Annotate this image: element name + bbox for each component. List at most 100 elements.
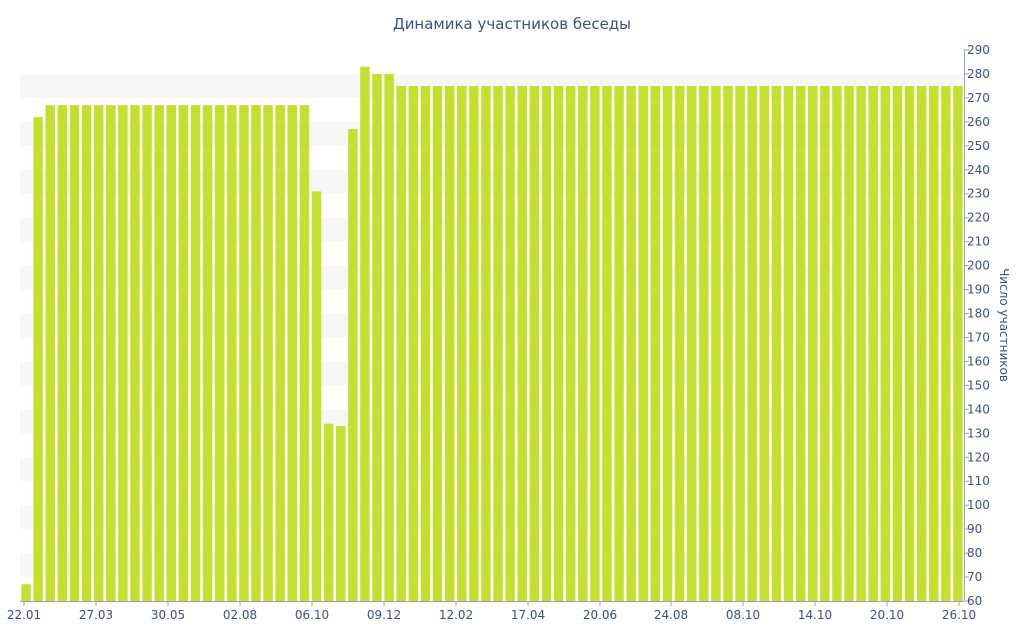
bar[interactable] xyxy=(420,85,431,602)
bar[interactable] xyxy=(505,85,515,602)
bar[interactable] xyxy=(565,85,576,602)
y-tick-label: 140 xyxy=(967,402,990,416)
bar[interactable] xyxy=(844,85,854,602)
bar[interactable] xyxy=(880,85,891,602)
bar[interactable] xyxy=(808,85,818,602)
bar[interactable] xyxy=(130,105,140,601)
x-tick-label: 09.12 xyxy=(367,608,401,622)
bar[interactable] xyxy=(795,85,806,602)
bar[interactable] xyxy=(614,85,624,602)
bar[interactable] xyxy=(69,105,80,601)
bar[interactable] xyxy=(650,85,661,602)
bar[interactable] xyxy=(832,85,842,602)
bar[interactable] xyxy=(251,105,261,601)
bar[interactable] xyxy=(771,85,782,602)
bar[interactable] xyxy=(856,85,866,602)
y-tick-label: 90 xyxy=(967,522,982,536)
bar[interactable] xyxy=(783,85,794,602)
bar[interactable] xyxy=(154,105,164,601)
bar[interactable] xyxy=(941,85,951,602)
bar[interactable] xyxy=(517,85,527,602)
y-tick-label: 100 xyxy=(967,498,990,512)
bar[interactable] xyxy=(735,85,745,602)
bar[interactable] xyxy=(311,191,322,601)
bar[interactable] xyxy=(529,85,540,602)
bars xyxy=(21,66,963,602)
bar[interactable] xyxy=(892,85,903,602)
y-axis: 60 70 80 90 100 110 120 130 140 150 160 170 180 190 20… xyxy=(964,43,990,608)
bar[interactable] xyxy=(384,73,394,601)
x-tick-label: 26.10 xyxy=(942,608,976,622)
bar[interactable] xyxy=(396,85,406,602)
x-tick-label: 14.10 xyxy=(798,608,832,622)
bar[interactable] xyxy=(916,85,927,602)
bar[interactable] xyxy=(747,85,757,602)
bar[interactable] xyxy=(929,85,939,602)
bar[interactable] xyxy=(723,85,733,602)
bar[interactable] xyxy=(469,85,479,602)
y-tick-label: 260 xyxy=(967,115,990,129)
bar[interactable] xyxy=(360,66,370,601)
bar[interactable] xyxy=(432,85,443,602)
bar[interactable] xyxy=(820,85,830,602)
bar[interactable] xyxy=(626,85,636,602)
bar[interactable] xyxy=(166,105,176,601)
x-axis: 22.01 27.03 30.05 02.08 06.10 09.12 12.02 17.04… xyxy=(7,601,976,622)
bar[interactable] xyxy=(299,105,310,601)
bar[interactable] xyxy=(372,73,382,601)
bar[interactable] xyxy=(287,105,298,601)
bar[interactable] xyxy=(275,105,285,601)
bar[interactable] xyxy=(578,85,588,602)
bar[interactable] xyxy=(686,85,697,602)
bar[interactable] xyxy=(323,423,334,601)
bar[interactable] xyxy=(408,85,419,602)
bar[interactable] xyxy=(106,105,116,601)
bar[interactable] xyxy=(638,85,648,602)
bar[interactable] xyxy=(57,105,68,601)
bar[interactable] xyxy=(457,85,467,602)
bar[interactable] xyxy=(553,85,564,602)
bar[interactable] xyxy=(178,105,189,601)
bar[interactable] xyxy=(759,85,770,602)
chart-title: Динамика участников беседы xyxy=(393,15,631,33)
bar[interactable] xyxy=(202,105,213,601)
bar[interactable] xyxy=(953,85,963,602)
y-tick-label: 160 xyxy=(967,354,990,368)
bar[interactable] xyxy=(699,85,709,602)
bar[interactable] xyxy=(336,426,346,601)
bar[interactable] xyxy=(602,85,612,602)
bar[interactable] xyxy=(674,85,685,602)
bar[interactable] xyxy=(662,85,673,602)
y-tick-label: 150 xyxy=(967,378,990,392)
bar[interactable] xyxy=(711,85,721,602)
bar[interactable] xyxy=(118,105,128,601)
x-tick-label: 06.10 xyxy=(295,608,329,622)
y-tick-label: 280 xyxy=(967,67,990,81)
bar[interactable] xyxy=(227,105,237,601)
y-tick-label: 270 xyxy=(967,91,990,105)
bar[interactable] xyxy=(33,117,43,601)
bar[interactable] xyxy=(590,85,600,602)
bar[interactable] xyxy=(541,85,552,602)
bar[interactable] xyxy=(142,105,152,601)
bar[interactable] xyxy=(239,105,249,601)
bar[interactable] xyxy=(45,105,55,601)
bar[interactable] xyxy=(493,85,503,602)
bar[interactable] xyxy=(263,105,273,601)
bar[interactable] xyxy=(868,85,878,602)
x-tick-label: 02.08 xyxy=(223,608,257,622)
bar[interactable] xyxy=(481,85,491,602)
bar[interactable] xyxy=(444,85,455,602)
y-tick-label: 70 xyxy=(967,570,982,584)
bar[interactable] xyxy=(190,105,201,601)
x-tick-label: 20.10 xyxy=(870,608,904,622)
bar[interactable] xyxy=(348,129,358,601)
bar[interactable] xyxy=(21,584,31,601)
bar[interactable] xyxy=(214,105,225,601)
x-tick-label: 20.06 xyxy=(583,608,617,622)
y-tick-label: 250 xyxy=(967,139,990,153)
bar[interactable] xyxy=(93,105,104,601)
bar[interactable] xyxy=(904,85,915,602)
bar[interactable] xyxy=(81,105,92,601)
